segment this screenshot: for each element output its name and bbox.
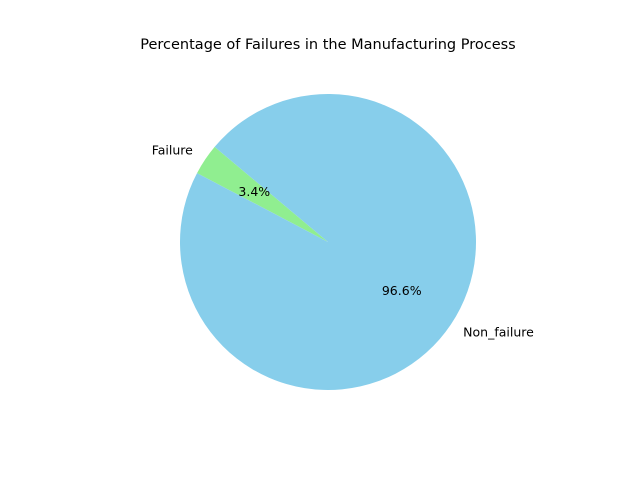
- pie-labels: Failure 3.4% Non_failure 96.6%: [152, 143, 534, 340]
- chart-title: Percentage of Failures in the Manufactur…: [140, 37, 515, 53]
- percent-label-non-failure: 96.6%: [382, 283, 422, 298]
- pie-slice-failure: [197, 146, 328, 242]
- slice-label-failure: Failure: [152, 143, 193, 158]
- percent-label-failure: 3.4%: [238, 184, 270, 199]
- pie-slices: [180, 93, 477, 390]
- pie-slice-non-failure: [180, 93, 477, 390]
- slice-label-non-failure: Non_failure: [463, 324, 534, 339]
